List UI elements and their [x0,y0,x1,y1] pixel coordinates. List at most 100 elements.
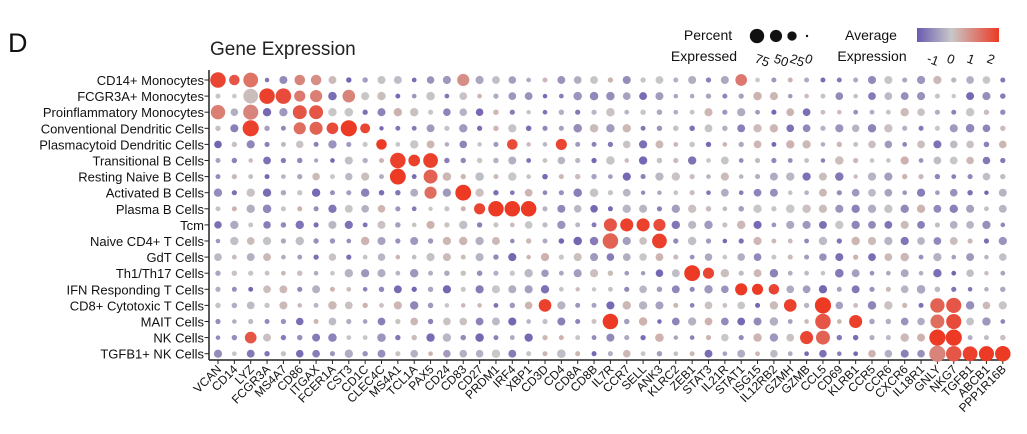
dot [575,109,581,115]
dot [508,124,517,133]
dot [328,333,337,342]
dot [720,156,729,165]
dot [542,222,548,228]
dot [771,222,777,228]
dot [804,77,810,83]
dot [575,287,580,292]
dot [231,190,237,196]
dot [836,141,843,148]
dot [330,270,335,276]
dot [248,318,254,325]
dot [297,270,303,276]
dot [590,76,598,84]
dot [330,158,335,163]
dots [210,72,1011,362]
dot [264,174,270,180]
dot [591,157,597,164]
dot [395,270,401,276]
dot [214,221,222,229]
dot [602,233,619,249]
dot [951,270,957,276]
dot [1000,157,1006,164]
dot [983,238,990,244]
dot [967,287,973,292]
dot [540,252,550,262]
dot [755,351,760,357]
dot [902,125,908,131]
dot [804,238,810,244]
row-label-cd8-cytotoxic-t-cells: CD8+ Cytotoxic T Cells [70,298,205,313]
dot [557,301,566,310]
dot [918,158,924,163]
dot [933,204,942,213]
dot [688,204,697,213]
dot [622,204,631,213]
dot [656,109,663,115]
dot [340,120,357,137]
dot [426,76,435,84]
dot [557,156,566,165]
dot [918,174,924,180]
column-labels: VCANCD14LYZFCGR3AMS4A7CD86ITGAXFCER1ACST… [191,360,1009,415]
dot [460,286,466,292]
dot [262,236,272,246]
dot [787,270,793,276]
dot [671,220,680,230]
dot [902,302,908,309]
dot [607,190,613,196]
dot [835,301,844,310]
dot [476,125,483,131]
dot [673,302,679,308]
dot [787,158,793,163]
dot [493,109,499,115]
dot [755,77,760,83]
dot [673,335,679,340]
dot [884,253,893,261]
dot [520,201,537,217]
dot [246,140,255,149]
dot [246,237,255,245]
dot [867,172,877,181]
dot [607,206,613,212]
dot [297,206,303,212]
dot [771,141,777,147]
dot [800,331,814,345]
dot [573,124,582,133]
dot [295,220,304,230]
dot [474,203,486,215]
dot [526,174,532,179]
dot [313,141,319,147]
dot [607,351,613,357]
dot [673,125,679,132]
dot [264,302,270,309]
dot [755,109,760,115]
dot [264,318,270,325]
dot [738,206,744,212]
size-legend-dot [769,29,783,43]
dot [853,302,859,308]
dot [722,142,728,147]
dot [231,157,238,164]
dot [722,206,728,212]
dot [589,269,599,278]
dot [346,335,352,340]
dot [951,254,957,260]
dot [524,188,533,197]
dot [313,222,319,228]
dot [722,254,728,260]
panel-label: D [8,28,28,58]
dot [802,220,811,229]
dot [294,90,306,102]
dot [309,121,323,135]
dot [360,236,370,246]
dot [684,265,701,282]
dot [918,125,924,131]
dot [312,349,320,358]
dot [607,77,614,83]
dot [820,142,826,147]
dot [328,140,337,149]
dot [818,172,827,181]
dot [575,335,581,341]
dot [689,173,695,180]
dot [802,124,811,133]
